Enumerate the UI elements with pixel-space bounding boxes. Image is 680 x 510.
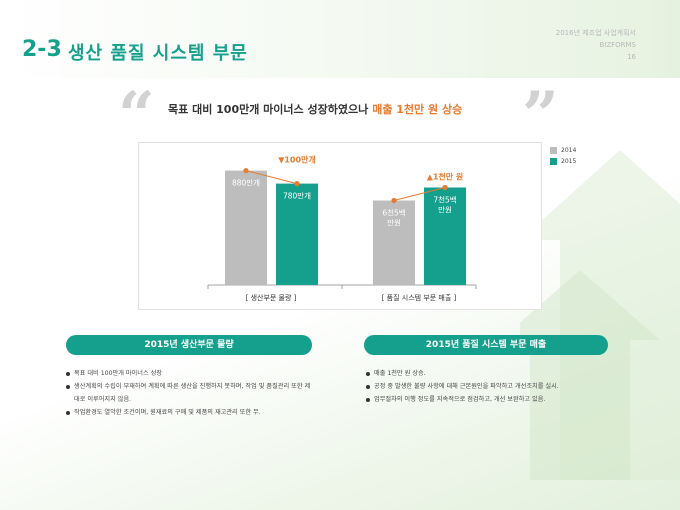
left-panel-title: 2015년 생산부문 물량 [66, 335, 312, 355]
open-quote-icon: “ [118, 78, 155, 153]
headline-highlight: 매출 1천만 원 상승 [372, 103, 463, 116]
change-marker-1-1 [442, 184, 448, 191]
change-marker-0-0 [243, 168, 249, 174]
category-label-1: [ 품질 시스템 부문 매출 ] [382, 293, 457, 302]
legend-label-2015: 2015 [561, 158, 577, 165]
bar-chart: 880만개 780만개 ▼100만개 [ 생산부문 물량 ] 6천5백 만원 7천5백 만원 ▲… [207, 155, 477, 302]
right-panel-title: 2015년 품질 시스템 부문 매출 [364, 335, 608, 355]
bar-2015-0 [276, 183, 318, 285]
legend-swatch-2015 [550, 158, 557, 165]
right-bullet-list: 매출 1천만 원 상승. 공정 중 발생한 불량 사항에 대해 근본원인을 파악… [366, 367, 612, 406]
headline: 목표 대비 100만개 마이너스 성장하였으나 매출 1천만 원 상승 [168, 101, 462, 117]
data-label-2015-0: 780만개 [283, 191, 311, 201]
brand-label: BIZFORMS [599, 41, 636, 49]
right-bullet-3: 업무절차의 이행 정도를 지속적으로 점검하고, 개선 보완하고 있음. [366, 393, 612, 406]
bar-2015-1 [424, 187, 466, 285]
left-bullet-3: 작업환경도 열악한 조건이며, 원재료의 구매 및 제품의 재고관리 또한 무. [66, 406, 314, 419]
bar-2014-1 [373, 200, 415, 285]
right-bullet-1: 매출 1천만 원 상승. [366, 367, 612, 380]
document-meta: 2016년 제조업 사업계획서 BIZFORMS 16 [556, 27, 636, 63]
change-annotation-1: ▲1천만 원 [427, 172, 464, 182]
header-band [0, 0, 680, 78]
right-bullet-2: 공정 중 발생한 불량 사항에 대해 근본원인을 파악하고 개선조치를 실시. [366, 380, 612, 393]
change-line-0 [245, 170, 298, 185]
legend-label-2014: 2014 [561, 147, 577, 154]
change-annotation-0: ▼100만개 [278, 155, 316, 165]
close-quote-icon: ” [522, 78, 559, 153]
chart-legend: 2014 2015 [550, 145, 576, 167]
category-label-0: [ 생산부문 물량 ] [246, 293, 297, 302]
legend-item-2014: 2014 [550, 145, 576, 156]
document-title: 2016년 제조업 사업계획서 [555, 29, 636, 37]
legend-item-2015: 2015 [550, 156, 576, 167]
section-title: 생산 품질 시스템 부문 [68, 43, 248, 64]
data-label-2015-1: 7천5백 만원 [433, 195, 456, 215]
change-line-1 [393, 187, 446, 201]
section-number: 2-3 [22, 37, 62, 62]
left-bullet-list: 목표 대비 100만개 마이너스 성장 생산계획의 수립이 부재하여 계획에 따… [66, 367, 314, 419]
left-bullet-1: 목표 대비 100만개 마이너스 성장 [66, 367, 314, 380]
chart-frame [138, 142, 542, 310]
page-number: 16 [627, 53, 636, 61]
left-bullet-2: 생산계획의 수립이 부재하여 계획에 따른 생산을 진행하지 못하며, 작업 및… [66, 380, 314, 406]
legend-swatch-2014 [550, 147, 557, 154]
background-arrow-decoration [500, 150, 680, 480]
change-marker-1-0 [391, 197, 397, 204]
data-label-2014-1: 6천5백 만원 [382, 208, 405, 228]
bar-2014-0 [225, 170, 267, 285]
change-marker-0-1 [294, 181, 300, 187]
headline-main: 목표 대비 100만개 마이너스 성장하였으나 [168, 103, 369, 116]
data-label-2014-0: 880만개 [232, 178, 260, 188]
